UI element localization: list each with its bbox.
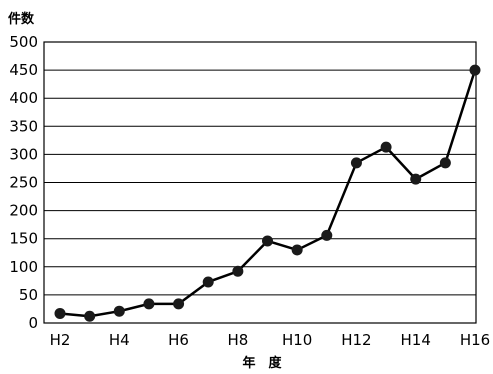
x-tick-label: H8	[227, 331, 248, 349]
y-tick-label: 500	[9, 33, 38, 51]
x-tick-label: H2	[50, 331, 71, 349]
y-tick-label: 200	[9, 202, 38, 220]
x-axis-title: 年 度	[242, 355, 282, 371]
data-point	[232, 265, 244, 277]
plot-frame	[43, 41, 477, 324]
series-line	[59, 69, 477, 318]
data-point	[202, 276, 214, 288]
data-point	[291, 244, 303, 256]
x-tick-label: H10	[282, 331, 312, 349]
gridlines	[44, 69, 476, 296]
y-tick-label: 450	[9, 61, 38, 79]
y-axis-title: 件数	[8, 11, 35, 27]
y-tick-label: 250	[9, 174, 38, 192]
y-tick-label: 350	[9, 117, 38, 135]
x-tick-labels: H2 H4 H6 H8 H10 H12 H14 H16	[50, 331, 491, 349]
data-point	[113, 305, 125, 317]
x-tick-label: H12	[341, 331, 371, 349]
data-point	[469, 64, 481, 76]
y-tick-label: 100	[9, 258, 38, 276]
y-tick-label: 300	[9, 145, 38, 163]
data-point	[262, 235, 273, 247]
y-tick-label: 150	[9, 230, 38, 248]
x-tick-label: H16	[460, 331, 490, 349]
x-tick-label: H14	[401, 331, 431, 349]
data-point	[84, 310, 96, 322]
data-point	[380, 141, 392, 153]
y-tick-labels: 0 50 100 150 200 250 300 350 400 450 500	[9, 33, 38, 332]
data-point	[410, 173, 422, 185]
y-tick-label: 0	[28, 314, 38, 332]
series-layer	[54, 64, 481, 322]
y-tick-label: 50	[19, 286, 38, 304]
y-tick-label: 400	[9, 89, 38, 107]
data-point	[143, 298, 155, 310]
data-point	[173, 298, 185, 310]
data-point	[350, 157, 362, 169]
x-tick-label: H6	[168, 331, 189, 349]
data-point	[321, 229, 333, 241]
x-tick-label: H4	[109, 331, 130, 349]
data-point	[439, 157, 451, 169]
data-point	[54, 307, 66, 319]
